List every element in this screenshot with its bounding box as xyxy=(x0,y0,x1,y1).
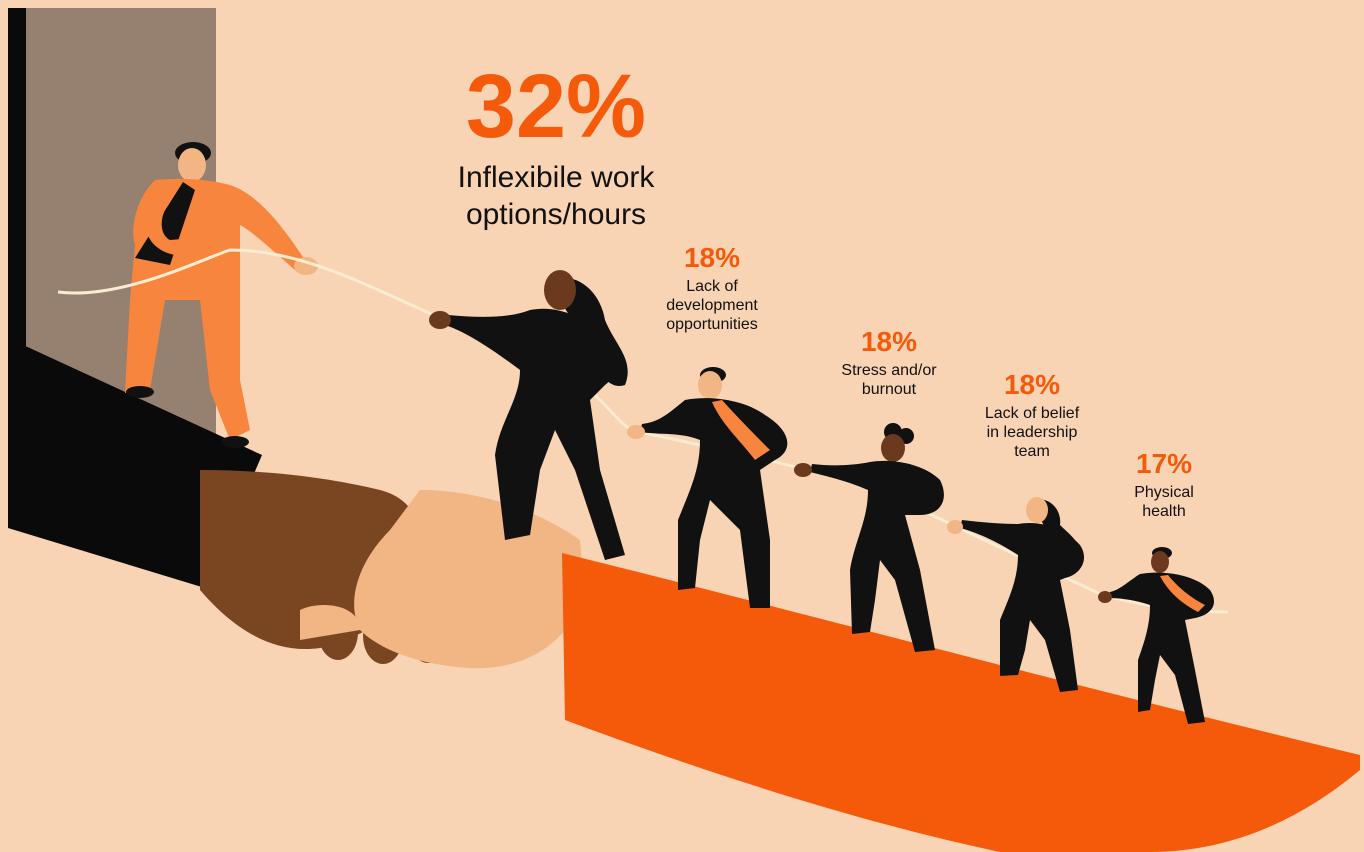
stat-inflexible-work: 32% Inflexibile work options/hours xyxy=(400,62,712,233)
stat-percent: 18% xyxy=(683,242,741,273)
stat-label: Physical health xyxy=(1100,483,1228,521)
stat-leadership-belief: 18% Lack of belief in leadership team xyxy=(960,371,1104,462)
puller-figure-1 xyxy=(429,270,628,560)
leader-figure xyxy=(125,142,318,448)
stat-label-line: burnout xyxy=(861,381,917,399)
stat-label-line: opportunities xyxy=(666,316,758,334)
right-arm-light-hand xyxy=(300,490,1360,852)
stat-physical-health: 17% Physical health xyxy=(1100,450,1228,521)
stat-stress-burnout: 18% Stress and/or burnout xyxy=(815,328,963,399)
stat-label-line: team xyxy=(1014,443,1050,461)
stat-label: Lack of development opportunities xyxy=(642,277,782,335)
stat-percent: 32% xyxy=(465,57,647,157)
stat-percent: 17% xyxy=(1135,448,1193,479)
stat-label-line: development xyxy=(666,297,758,315)
stat-label-line: health xyxy=(1142,503,1186,521)
stat-label-line: Stress and/or xyxy=(841,362,937,379)
puller-figure-3 xyxy=(794,423,944,652)
stat-label: Lack of belief in leadership team xyxy=(960,404,1104,462)
puller-figure-5 xyxy=(1098,547,1215,724)
stat-label-line: Lack of belief xyxy=(984,405,1080,422)
stat-label-line: Lack of xyxy=(686,278,738,295)
stat-percent: 18% xyxy=(1003,369,1061,400)
stat-label-line: in leadership xyxy=(986,424,1078,442)
stat-label-line: Physical xyxy=(1134,484,1194,501)
stat-development-opportunities: 18% Lack of development opportunities xyxy=(642,244,782,335)
stat-label-line: Inflexibile work xyxy=(457,161,655,194)
stat-label: Inflexibile work options/hours xyxy=(400,160,712,233)
stat-percent: 18% xyxy=(860,326,918,357)
stat-label: Stress and/or burnout xyxy=(815,361,963,399)
puller-figure-2 xyxy=(627,367,788,608)
stat-label-line: options/hours xyxy=(465,197,647,231)
puller-figure-4 xyxy=(947,497,1085,692)
